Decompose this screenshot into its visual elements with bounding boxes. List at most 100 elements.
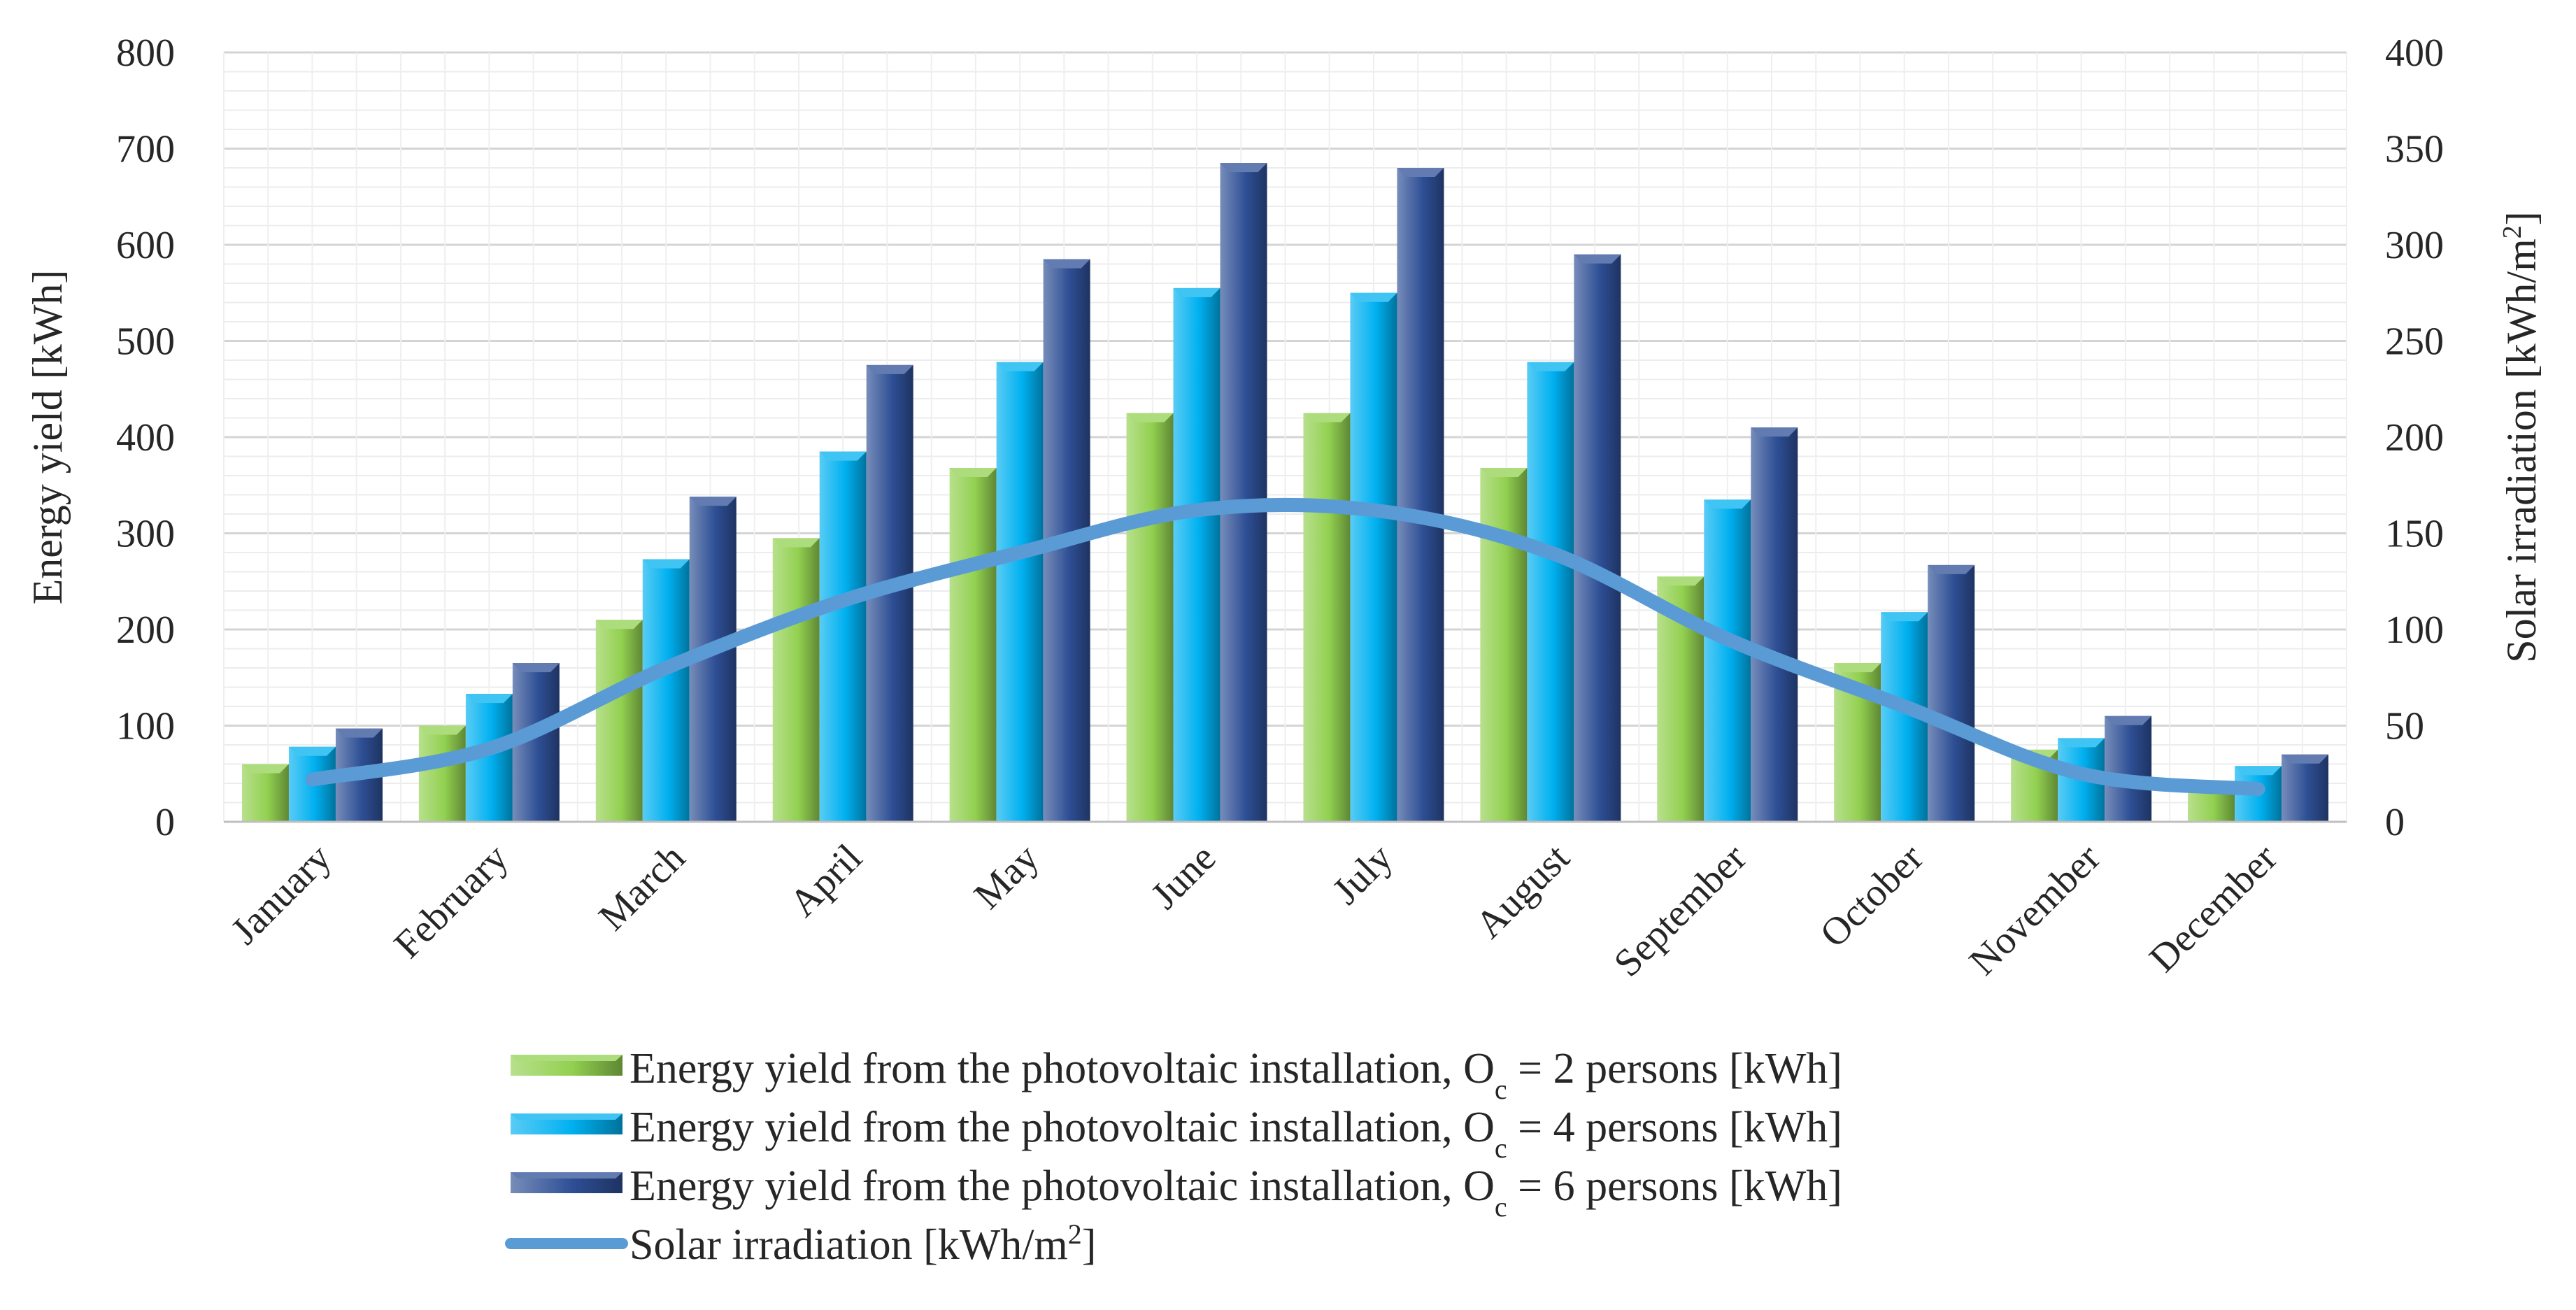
line-point-october — [1902, 704, 1907, 709]
y-left-tick-label: 300 — [116, 513, 175, 556]
y-right-tick-label: 0 — [2385, 801, 2405, 844]
bar-february-s1 — [418, 725, 466, 822]
y-right-tick-label: 200 — [2385, 416, 2444, 460]
y-left-tick-label: 500 — [116, 320, 175, 364]
bar-august-s2 — [1527, 362, 1574, 822]
legend-label-text: Solar irradiation [kWh/m — [629, 1221, 1068, 1269]
line-point-march — [664, 666, 669, 670]
bar-cap-october-s3 — [1928, 564, 1975, 574]
legend-label-s1: Energy yield from the photovoltaic insta… — [629, 1045, 1842, 1105]
y-left-tick-label: 100 — [116, 705, 175, 748]
bar-cap-february-s1 — [418, 725, 466, 735]
y-right-tick-label: 150 — [2385, 513, 2444, 556]
bar-cap-october-s1 — [1834, 663, 1881, 673]
bar-september-s2 — [1704, 499, 1751, 822]
bar-april-s2 — [819, 451, 867, 822]
line-point-december — [2256, 787, 2261, 792]
bar-cap-february-s3 — [512, 663, 560, 673]
line-point-september — [1725, 636, 1730, 641]
legend-label-text: Energy yield from the photovoltaic insta… — [629, 1162, 1495, 1210]
y-right-axis-title-end: ] — [2498, 211, 2545, 225]
bar-cap-september-s3 — [1751, 427, 1798, 437]
x-tick-label-december: December — [2141, 836, 2286, 981]
legend-label-s2: Energy yield from the photovoltaic insta… — [629, 1104, 1842, 1164]
bar-cap-august-s2 — [1527, 362, 1574, 371]
legend-swatch-cap-s3 — [511, 1172, 622, 1179]
x-tick-label-august: August — [1467, 836, 1579, 947]
bar-november-s3 — [2105, 715, 2152, 822]
bar-cap-june-s2 — [1173, 287, 1221, 297]
bars-layer — [241, 163, 2329, 822]
x-tick-label-november: November — [1961, 836, 2109, 983]
bar-may-s2 — [996, 362, 1044, 822]
x-tick-label-july: July — [1324, 836, 1401, 913]
solar-irradiation-line — [305, 497, 2265, 797]
legend: Energy yield from the photovoltaic insta… — [505, 1045, 1842, 1269]
bar-cap-february-s2 — [465, 694, 513, 704]
x-tick-label-february: February — [386, 836, 517, 967]
bar-march-s2 — [642, 559, 690, 822]
legend-label-text: Energy yield from the photovoltaic insta… — [629, 1045, 1495, 1092]
bar-september-s3 — [1751, 427, 1798, 822]
line-point-july — [1371, 508, 1376, 513]
bar-june-s1 — [1126, 413, 1174, 822]
legend-label-s3: Energy yield from the photovoltaic insta… — [629, 1162, 1842, 1223]
y-right-tick-label: 100 — [2385, 608, 2444, 652]
y-right-tick-label: 400 — [2385, 31, 2444, 75]
legend-label-end: = 2 persons [kWh] — [1507, 1045, 1842, 1092]
legend-label-sub: c — [1495, 1191, 1507, 1223]
bar-cap-july-s2 — [1350, 292, 1397, 302]
y-right-axis-title-sup: 2 — [2498, 225, 2527, 238]
bar-december-s3 — [2282, 754, 2329, 822]
x-tick-label-march: March — [590, 836, 693, 939]
bar-cap-march-s1 — [595, 620, 643, 629]
y-left-tick-label: 200 — [116, 608, 175, 652]
bar-cap-october-s2 — [1881, 612, 1928, 622]
bar-cap-december-s2 — [2235, 766, 2282, 776]
x-tick-label-september: September — [1606, 836, 1755, 985]
bar-may-s1 — [949, 468, 997, 822]
y-right-tick-label: 350 — [2385, 128, 2444, 171]
legend-label-s4: Solar irradiation [kWh/m2] — [629, 1218, 1096, 1269]
bar-march-s1 — [595, 620, 643, 822]
line-point-february — [487, 746, 492, 751]
bar-july-s1 — [1303, 413, 1351, 822]
bar-cap-june-s1 — [1126, 413, 1174, 422]
bar-june-s2 — [1173, 287, 1221, 822]
y-right-tick-label: 50 — [2385, 705, 2424, 748]
y-right-tick-label: 250 — [2385, 320, 2444, 364]
x-tick-label-october: October — [1812, 836, 1933, 956]
bar-cap-september-s1 — [1657, 576, 1705, 586]
y-left-tick-label: 400 — [116, 416, 175, 460]
bar-cap-march-s3 — [689, 497, 736, 506]
bar-cap-april-s2 — [819, 451, 867, 461]
bar-cap-march-s2 — [642, 559, 690, 569]
bar-july-s2 — [1350, 292, 1397, 822]
bar-cap-july-s1 — [1303, 413, 1351, 422]
line-point-april — [841, 598, 846, 603]
y-right-axis-title: Solar irradiation [kWh/m2] — [2498, 211, 2545, 663]
bar-august-s1 — [1480, 468, 1528, 822]
legend-label-sup: 2 — [1068, 1218, 1082, 1250]
x-tick-label-april: April — [781, 836, 870, 925]
line-layer — [305, 497, 2265, 797]
bar-june-s3 — [1220, 163, 1267, 822]
y-left-axis-title: Energy yield [kWh] — [24, 270, 71, 605]
bar-cap-july-s3 — [1397, 168, 1444, 177]
bar-cap-may-s3 — [1043, 259, 1090, 269]
bar-cap-january-s2 — [288, 746, 336, 756]
bar-cap-november-s3 — [2105, 715, 2152, 725]
bar-cap-august-s1 — [1480, 468, 1528, 477]
bar-cap-april-s1 — [772, 538, 820, 548]
bar-cap-april-s3 — [866, 364, 913, 374]
y-left-tick-label: 0 — [155, 801, 175, 844]
legend-label-end: ] — [1082, 1221, 1097, 1269]
line-point-june — [1195, 508, 1200, 513]
grid-layer — [223, 51, 2347, 823]
bar-cap-may-s2 — [996, 362, 1044, 371]
line-point-november — [2079, 771, 2084, 776]
legend-label-text: Energy yield from the photovoltaic insta… — [629, 1104, 1495, 1151]
x-tick-label-january: January — [223, 836, 340, 953]
line-point-august — [1548, 550, 1553, 555]
